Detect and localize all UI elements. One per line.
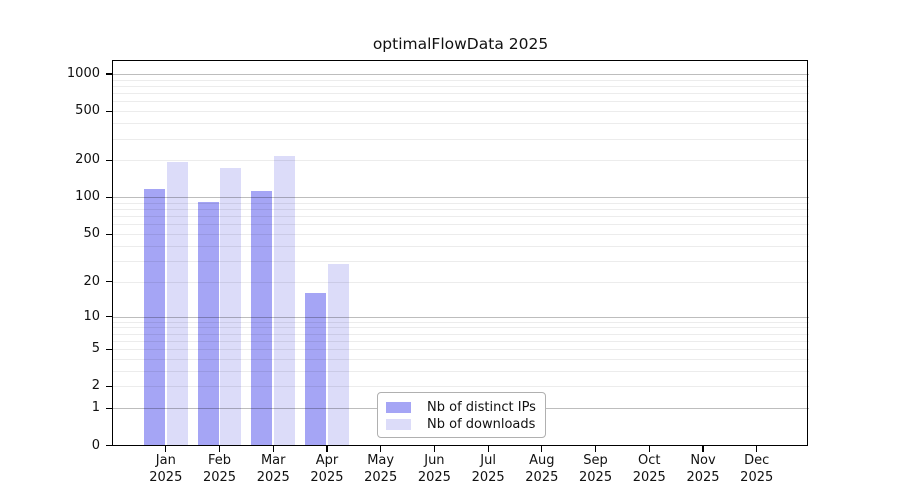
- x-tickmark-aug: [541, 445, 543, 452]
- y-tick-label-20: 20: [83, 273, 100, 289]
- x-tickmark-jan: [165, 445, 167, 452]
- x-tick-label-aug: Aug 2025: [525, 453, 559, 485]
- x-tick-label-jan: Jan 2025: [149, 453, 183, 485]
- x-tick-label-may: May 2025: [364, 453, 398, 485]
- legend-label-downloads: Nb of downloads: [427, 416, 536, 432]
- x-tickmark-dec: [756, 445, 758, 452]
- x-tickmark-nov: [702, 445, 704, 452]
- legend-label-distinct-ips: Nb of distinct IPs: [427, 399, 536, 415]
- y-tick-label-200: 200: [75, 152, 100, 168]
- x-tickmark-sep: [594, 445, 597, 452]
- x-tick-label-dec: Dec 2025: [740, 453, 774, 485]
- x-tick-label-mar: Mar 2025: [256, 453, 290, 485]
- x-tick-label-feb: Feb 2025: [202, 453, 237, 485]
- x-tick-label-jul: Jul 2025: [471, 453, 505, 485]
- x-tickmark-mar: [272, 445, 274, 452]
- x-tickmark-jul: [487, 445, 489, 452]
- x-tickmark-jun: [433, 445, 435, 452]
- y-tick-label-1000: 1000: [66, 66, 100, 82]
- x-tickmark-may: [380, 445, 382, 452]
- legend-item-distinct-ips: Nb of distinct IPs: [386, 399, 536, 415]
- y-tick-label-50: 50: [83, 226, 100, 242]
- x-tick-label-sep: Sep 2025: [579, 453, 613, 485]
- x-tickmark-apr: [326, 445, 328, 452]
- x-tick-label-jun: Jun 2025: [417, 453, 451, 485]
- y-tick-label-10: 10: [83, 308, 100, 324]
- y-tick-label-1: 1: [91, 400, 100, 416]
- x-tickmark-feb: [218, 445, 221, 452]
- y-tick-label-0: 0: [91, 437, 100, 453]
- y-tick-label-5: 5: [91, 341, 100, 357]
- plot-frame: [112, 60, 808, 446]
- legend: Nb of distinct IPs Nb of downloads: [377, 392, 546, 438]
- y-tick-label-2: 2: [91, 378, 100, 394]
- legend-swatch-distinct-ips: [386, 401, 411, 413]
- x-tick-label-oct: Oct 2025: [632, 453, 666, 485]
- legend-swatch-downloads: [386, 418, 411, 430]
- chart-title: optimalFlowData 2025: [372, 35, 549, 53]
- x-tickmark-oct: [648, 445, 650, 452]
- legend-item-downloads: Nb of downloads: [386, 416, 536, 432]
- x-tick-label-apr: Apr 2025: [310, 453, 344, 485]
- y-tick-label-100: 100: [75, 189, 100, 205]
- y-tick-label-500: 500: [75, 103, 100, 119]
- x-tick-label-nov: Nov 2025: [686, 453, 720, 485]
